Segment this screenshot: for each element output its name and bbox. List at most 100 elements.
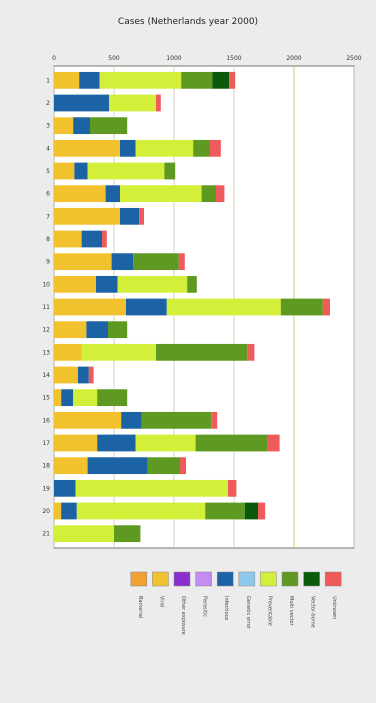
category-label: 11 bbox=[42, 304, 50, 311]
bar-segment bbox=[229, 71, 236, 89]
bar-segment bbox=[164, 162, 176, 180]
bar-segment bbox=[133, 253, 179, 271]
bar-segment bbox=[61, 502, 77, 520]
bar-segment bbox=[54, 298, 126, 316]
bar-segment bbox=[54, 366, 78, 384]
bar-segment bbox=[139, 207, 144, 225]
bar-segment bbox=[135, 139, 194, 157]
x-tick-label: 1500 bbox=[226, 55, 241, 62]
bar-segment bbox=[121, 411, 142, 429]
bar-segment bbox=[212, 71, 230, 89]
bar-segment bbox=[210, 139, 221, 157]
bar-segment bbox=[78, 366, 89, 384]
bar-segment bbox=[109, 94, 156, 112]
legend-label: Vector-borne bbox=[310, 596, 316, 628]
bar-segment bbox=[73, 389, 98, 407]
legend-swatch bbox=[152, 571, 169, 587]
bar-segment bbox=[141, 411, 212, 429]
bar-segment bbox=[120, 185, 202, 203]
legend-swatch bbox=[130, 571, 148, 587]
legend-label: Other exposure bbox=[180, 596, 186, 635]
category-label: 13 bbox=[42, 349, 50, 356]
legend-label: Viral bbox=[158, 596, 164, 607]
bar-segment bbox=[54, 162, 75, 180]
bar-segment bbox=[81, 230, 102, 248]
bar-segment bbox=[74, 162, 88, 180]
category-label: 9 bbox=[46, 259, 50, 266]
category-label: 4 bbox=[46, 145, 50, 152]
bar-segment bbox=[54, 479, 76, 497]
category-label: 18 bbox=[42, 463, 50, 470]
bar-segment bbox=[211, 411, 218, 429]
plot-area: 0 500 1000 1500 2000 250012345678910111213141… bbox=[42, 55, 362, 549]
legend-label: Unknown bbox=[331, 596, 337, 619]
bar-segment bbox=[54, 389, 62, 407]
bar-segment bbox=[147, 457, 180, 475]
bar-segment bbox=[88, 366, 94, 384]
bar-segment bbox=[181, 71, 213, 89]
legend-label: Infectious bbox=[223, 596, 229, 621]
category-label: 19 bbox=[42, 485, 50, 492]
category-label: 21 bbox=[42, 531, 50, 538]
bar-segment bbox=[216, 185, 225, 203]
bar-segment bbox=[108, 321, 128, 339]
bar-segment bbox=[97, 434, 136, 452]
bar-segment bbox=[87, 457, 148, 475]
bar-segment bbox=[54, 457, 88, 475]
bar-segment bbox=[76, 502, 206, 520]
bar-segment bbox=[81, 343, 156, 361]
category-label: 3 bbox=[46, 123, 50, 130]
category-label: 6 bbox=[46, 191, 50, 198]
bar-segment bbox=[54, 275, 96, 293]
chart-title: Cases (Netherlands year 2000) bbox=[118, 17, 258, 27]
category-label: 14 bbox=[42, 372, 50, 379]
legend-swatch bbox=[324, 571, 342, 587]
bar-segment bbox=[166, 298, 281, 316]
bar-segment bbox=[117, 275, 188, 293]
bar-segment bbox=[120, 139, 136, 157]
category-label: 2 bbox=[46, 100, 50, 107]
category-label: 20 bbox=[42, 508, 50, 515]
bar-segment bbox=[61, 389, 74, 407]
bar-segment bbox=[205, 502, 245, 520]
category-label: 16 bbox=[42, 417, 50, 424]
legend: Bacterial Viral Other exposure Parasitic Inf… bbox=[130, 571, 342, 635]
bar-segment bbox=[79, 71, 100, 89]
category-label: 10 bbox=[42, 281, 50, 288]
legend-swatch bbox=[260, 571, 277, 587]
bar-segment bbox=[267, 434, 280, 452]
legend-label: Parasitic bbox=[202, 596, 208, 617]
bar-segment bbox=[54, 502, 62, 520]
bar-segment bbox=[126, 298, 167, 316]
bar-segment bbox=[54, 207, 120, 225]
bar-segment bbox=[75, 479, 228, 497]
x-tick-label: 2500 bbox=[346, 55, 361, 62]
bar-segment bbox=[54, 94, 110, 112]
bar-segment bbox=[90, 117, 128, 135]
category-label: 17 bbox=[42, 440, 50, 447]
category-label: 15 bbox=[42, 395, 50, 402]
bar-segment bbox=[111, 253, 134, 271]
bar-segment bbox=[195, 434, 268, 452]
bar-segment bbox=[54, 321, 87, 339]
legend-label: Preventable bbox=[266, 596, 272, 626]
bar-segment bbox=[99, 71, 182, 89]
category-label: 1 bbox=[46, 77, 50, 84]
bar-segment bbox=[193, 139, 210, 157]
category-label: 12 bbox=[42, 327, 50, 334]
bar-segment bbox=[180, 457, 186, 475]
bar-segment bbox=[156, 94, 161, 112]
legend-swatch bbox=[238, 571, 256, 587]
bar-segment bbox=[322, 298, 330, 316]
bar-segment bbox=[73, 117, 90, 135]
x-tick-label: 500 bbox=[108, 55, 120, 62]
legend-label: Bacterial bbox=[137, 596, 143, 618]
bar-segment bbox=[280, 298, 323, 316]
category-label: 5 bbox=[46, 168, 50, 175]
bar-segment bbox=[201, 185, 216, 203]
bar-segment bbox=[54, 525, 114, 543]
bar-segment bbox=[156, 343, 248, 361]
legend-swatch bbox=[173, 571, 191, 587]
bar-segment bbox=[102, 230, 107, 248]
